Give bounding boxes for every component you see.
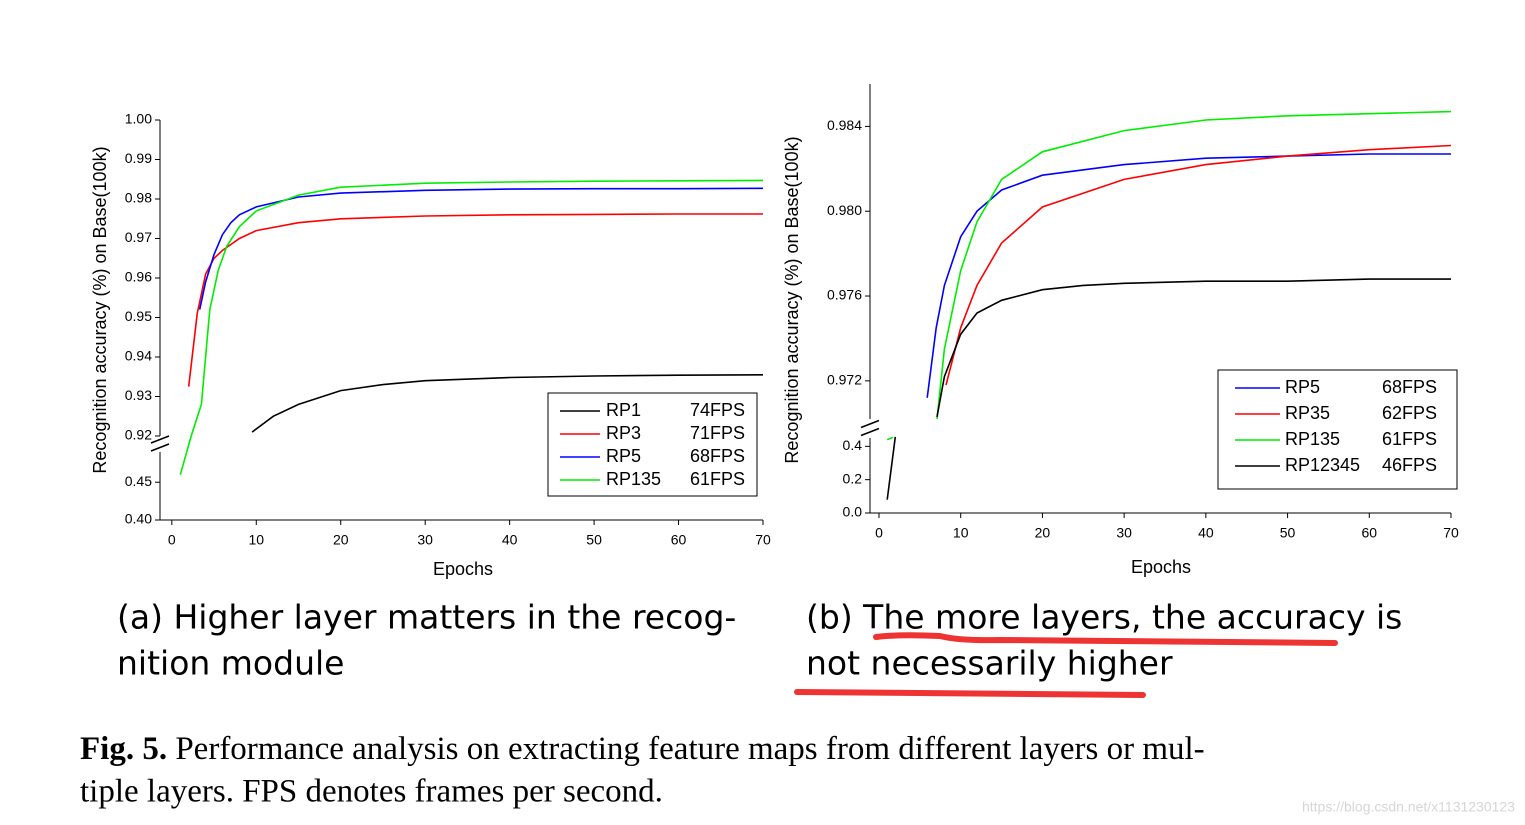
y-tick-label: 0.976	[827, 287, 862, 303]
series-line	[926, 153, 1451, 398]
x-tick-label: 20	[1035, 525, 1051, 541]
legend-fps: 46FPS	[1382, 455, 1437, 475]
y-tick-label: 1.00	[125, 111, 152, 127]
y-tick-label: 0.2	[843, 470, 863, 486]
x-tick-label: 10	[953, 525, 969, 541]
subcaption-line: nition module	[117, 644, 344, 683]
legend-label: RP3	[606, 423, 641, 443]
x-tick-label: 70	[755, 532, 771, 548]
caption-text: tiple layers. FPS denotes frames per sec…	[80, 774, 663, 810]
y-tick-label: 0.984	[827, 117, 862, 133]
axis-break	[860, 419, 880, 437]
x-tick-label: 0	[168, 532, 176, 548]
y-tick-label: 0.94	[125, 348, 152, 364]
series-line	[945, 144, 1452, 386]
y-tick-label: 0.99	[125, 150, 152, 166]
x-tick-label: 30	[417, 532, 433, 548]
legend-fps: 62FPS	[1382, 403, 1437, 423]
series-line	[198, 187, 764, 310]
x-tick-label: 70	[1443, 525, 1459, 541]
y-tick-label: 0.45	[125, 473, 152, 489]
x-tick-label: 40	[1198, 525, 1214, 541]
legend-label: RP135	[1285, 429, 1340, 449]
x-tick-label: 50	[586, 532, 602, 548]
x-tick-label: 60	[671, 532, 687, 548]
legend-box	[547, 392, 758, 497]
legend-fps: 74FPS	[690, 400, 745, 420]
subcaption-line: (a) Higher layer matters in the recog-	[117, 598, 736, 637]
x-tick-label: 50	[1280, 525, 1296, 541]
series-line	[251, 374, 764, 433]
x-tick-label: 30	[1116, 525, 1132, 541]
y-tick-label: 0.0	[843, 504, 863, 520]
legend-label: RP5	[606, 446, 641, 466]
x-tick-label: 40	[502, 532, 518, 548]
legend-label: RP135	[606, 469, 661, 489]
legend-fps: 61FPS	[1382, 429, 1437, 449]
subcaption-line: (b) The more layers, the accuracy is	[806, 598, 1402, 637]
y-tick-label: 0.40	[125, 511, 152, 527]
x-tick-label: 0	[875, 525, 883, 541]
legend-fps: 71FPS	[690, 423, 745, 443]
axis-break	[150, 435, 170, 452]
y-tick-label: 0.98	[125, 190, 152, 206]
legend-fps: 61FPS	[690, 469, 745, 489]
legend-label: RP1	[606, 400, 641, 420]
y-tick-label: 0.95	[125, 308, 152, 324]
series-line	[886, 278, 1451, 500]
subcaption-line: not necessarily higher	[806, 644, 1173, 683]
x-tick-label: 20	[333, 532, 349, 548]
series-line	[886, 110, 1452, 441]
x-axis-label: Epochs	[433, 559, 493, 579]
red-underline	[794, 689, 1146, 698]
y-axis-label: Recognition accuracy (%) on Base(100k)	[90, 146, 110, 473]
caption-text: Performance analysis on extracting featu…	[167, 731, 1205, 767]
figure-caption: Fig. 5. Performance analysis on extracti…	[80, 731, 1205, 767]
y-tick-label: 0.97	[125, 229, 152, 245]
x-axis-label: Epochs	[1131, 557, 1191, 577]
y-tick-label: 0.96	[125, 269, 152, 285]
y-tick-label: 0.4	[843, 437, 863, 453]
watermark: https://blog.csdn.net/x1131230123	[1302, 799, 1515, 815]
y-tick-label: 0.980	[827, 202, 862, 218]
legend-fps: 68FPS	[690, 446, 745, 466]
legend-box	[1217, 369, 1458, 490]
series-line	[179, 179, 764, 475]
legend-fps: 68FPS	[1382, 377, 1437, 397]
red-underline	[873, 632, 1338, 646]
y-axis-label: Recognition accuracy (%) on Base(100k)	[782, 136, 802, 463]
y-tick-label: 0.92	[125, 427, 152, 443]
x-tick-label: 10	[248, 532, 264, 548]
y-tick-label: 0.93	[125, 387, 152, 403]
legend-label: RP35	[1285, 403, 1330, 423]
legend-label: RP5	[1285, 377, 1320, 397]
legend-label: RP12345	[1285, 455, 1360, 475]
series-line	[187, 213, 763, 387]
figure-label: Fig. 5.	[80, 731, 167, 767]
x-tick-label: 60	[1361, 525, 1377, 541]
y-tick-label: 0.972	[827, 372, 862, 388]
